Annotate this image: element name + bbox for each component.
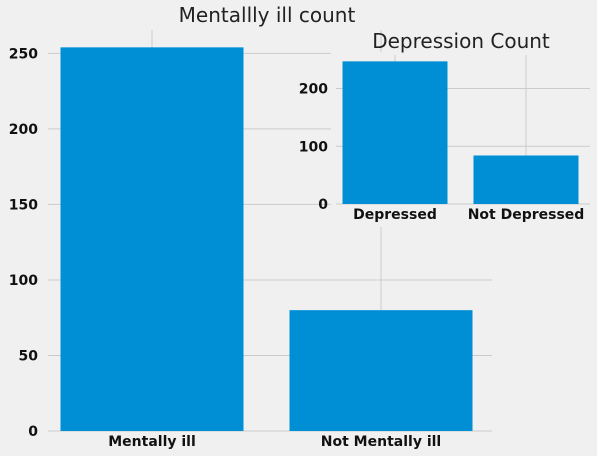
main-x-tick-labels: Mentally ill Not Mentally ill bbox=[108, 434, 441, 450]
inset-bars bbox=[342, 61, 579, 204]
main-y-tick-label-2: 100 bbox=[9, 273, 38, 289]
main-y-tick-label-4: 200 bbox=[9, 122, 38, 138]
inset-chart-title: Depression Count bbox=[372, 29, 550, 53]
inset-x-tick-labels: Depressed Not Depressed bbox=[353, 207, 584, 223]
main-chart: 0 50 100 150 200 250 Mentally ill Not Mentally… bbox=[9, 3, 492, 450]
main-x-tick-label-1: Not Mentally ill bbox=[321, 434, 441, 450]
main-bar-1 bbox=[289, 310, 473, 431]
main-y-tick-label-0: 0 bbox=[28, 424, 38, 440]
inset-x-tick-label-0: Depressed bbox=[353, 207, 437, 223]
inset-bar-0 bbox=[342, 61, 448, 204]
main-bars bbox=[60, 47, 473, 431]
main-bar-0 bbox=[60, 47, 244, 431]
inset-y-tick-label-1: 100 bbox=[299, 139, 328, 155]
inset-y-tick-label-2: 200 bbox=[299, 82, 328, 98]
main-y-tick-label-1: 50 bbox=[19, 348, 39, 364]
main-x-tick-label-0: Mentally ill bbox=[108, 434, 196, 450]
inset-bar-1 bbox=[473, 155, 579, 204]
inset-y-tick-label-0: 0 bbox=[318, 197, 328, 213]
main-y-tick-label-5: 250 bbox=[9, 46, 38, 62]
main-y-tick-label-3: 150 bbox=[9, 197, 38, 213]
main-y-tick-labels: 0 50 100 150 200 250 bbox=[9, 46, 38, 440]
main-chart-title: Mentallly ill count bbox=[179, 3, 356, 27]
inset-y-tick-labels: 0 100 200 bbox=[299, 82, 328, 214]
inset-chart: 0 100 200 Depressed Not Depressed Depressio… bbox=[299, 29, 595, 227]
inset-x-tick-label-1: Not Depressed bbox=[468, 207, 585, 223]
